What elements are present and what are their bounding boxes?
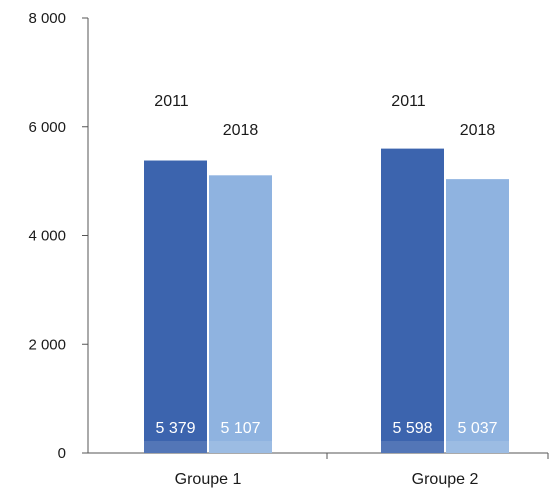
y-tick-label: 6 000	[28, 119, 66, 136]
x-tick-label: Groupe 2	[412, 471, 479, 488]
bar	[209, 175, 272, 453]
bar-base-band	[446, 441, 509, 453]
bar	[446, 179, 509, 453]
series-label: 2011	[154, 93, 189, 110]
bar-base-band	[144, 441, 207, 453]
bar-base-band	[209, 441, 272, 453]
series-label: 2018	[460, 122, 496, 139]
y-tick-label: 8 000	[28, 10, 66, 27]
bar-base-band	[381, 441, 444, 453]
series-label: 2018	[223, 122, 259, 139]
data-label: 5 037	[457, 420, 497, 437]
x-tick-label: Groupe 1	[175, 471, 242, 488]
y-tick-label: 0	[58, 445, 66, 462]
data-label: 5 598	[392, 420, 432, 437]
y-tick-label: 2 000	[28, 336, 66, 353]
bar	[381, 148, 444, 453]
y-tick-label: 4 000	[28, 228, 66, 245]
data-label: 5 107	[220, 420, 260, 437]
series-label: 2011	[391, 93, 426, 110]
data-label: 5 379	[155, 420, 195, 437]
bar	[144, 160, 207, 453]
